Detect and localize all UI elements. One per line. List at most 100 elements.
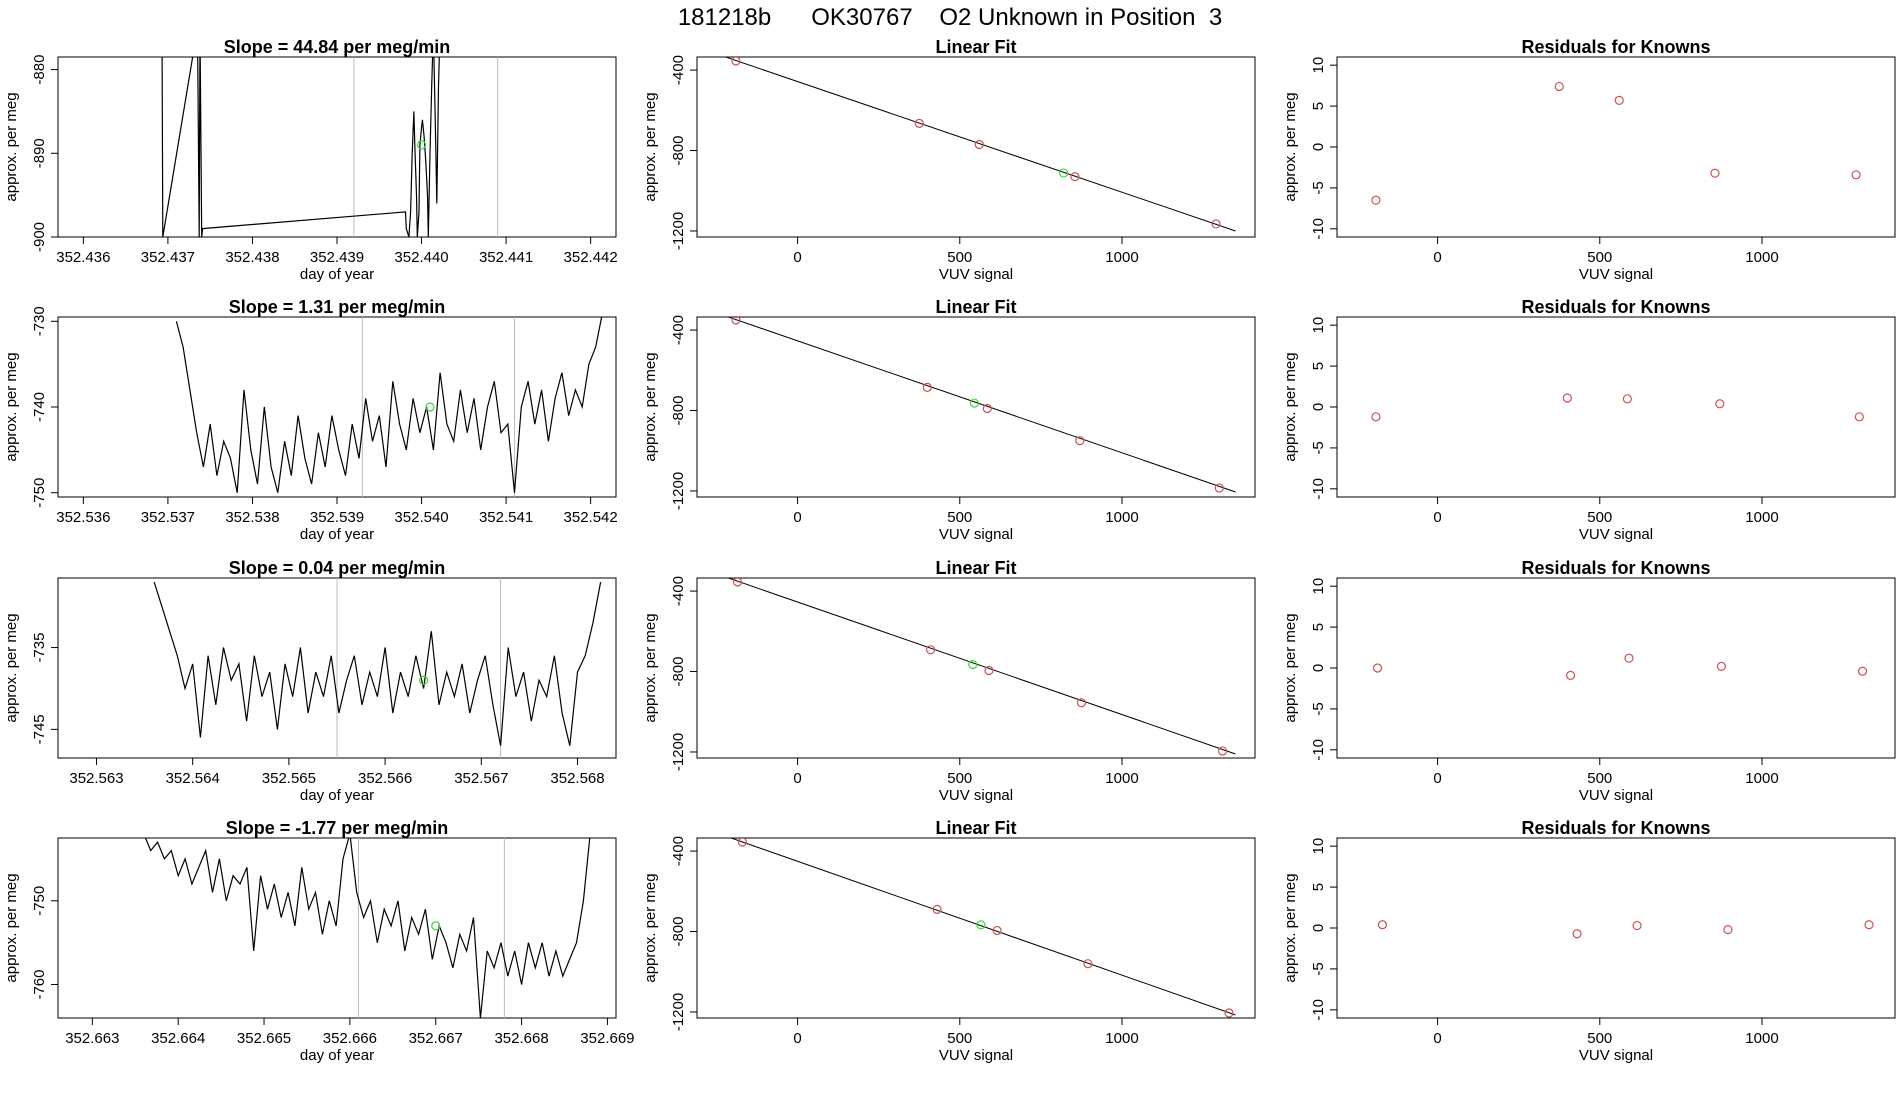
x-axis-label: VUV signal — [939, 526, 1013, 543]
y-tick-label: -890 — [31, 138, 48, 168]
y-tick-label: -800 — [670, 657, 687, 687]
y-axis-label: approx. per meg — [642, 352, 659, 461]
x-tick-label: 0 — [1433, 1030, 1441, 1047]
x-axis-label: VUV signal — [939, 1047, 1013, 1064]
known-point — [731, 57, 741, 66]
known-point — [1211, 219, 1221, 229]
plot-area — [175, 317, 603, 497]
plot-frame — [1336, 837, 1896, 1019]
x-tick-label: 1000 — [1745, 249, 1778, 266]
unknown-point — [969, 398, 979, 408]
y-tick-label: -5 — [1310, 441, 1327, 454]
fit-line — [726, 578, 1236, 755]
known-point — [982, 403, 992, 414]
known-point — [1710, 168, 1720, 178]
x-tick-label: 1000 — [1745, 509, 1778, 526]
y-tick-label: 10 — [1310, 57, 1327, 74]
y-tick-label: -800 — [670, 917, 687, 947]
unknown-point — [416, 140, 427, 150]
y-tick-label: 0 — [1310, 403, 1327, 411]
known-point — [1214, 483, 1224, 493]
known-point — [1554, 81, 1564, 92]
y-axis-label: approx. per meg — [642, 92, 659, 201]
y-tick-label: -400 — [670, 576, 687, 606]
plot-frame — [696, 837, 1256, 1019]
x-tick-label: 500 — [947, 249, 972, 266]
x-tick-label: 500 — [1587, 1030, 1612, 1047]
y-tick-label: -760 — [31, 969, 48, 999]
known-point — [1857, 666, 1868, 676]
page-title: 181218b OK30767 O2 Unknown in Position 3 — [677, 4, 1223, 31]
x-tick-label: 352.667 — [409, 1030, 463, 1047]
x-axis-label: VUV signal — [1579, 787, 1653, 804]
plot-area — [726, 317, 1236, 493]
x-tick-label: 352.563 — [69, 770, 123, 787]
y-tick-label: 0 — [1310, 143, 1327, 151]
known-point — [1217, 746, 1228, 756]
y-tick-label: -1200 — [670, 993, 687, 1031]
chart-title: Residuals for Knowns — [1521, 297, 1710, 317]
known-point — [1083, 959, 1093, 969]
x-tick-label: 0 — [1433, 770, 1441, 787]
x-tick-label: 1000 — [1105, 249, 1138, 266]
x-tick-label: 352.663 — [65, 1030, 119, 1047]
y-tick-label: -5 — [1310, 702, 1327, 715]
x-axis-label: VUV signal — [1579, 526, 1653, 543]
y-tick-label: 0 — [1310, 664, 1327, 672]
known-point — [932, 904, 942, 914]
unknown-point — [1058, 168, 1069, 178]
chart-title: Linear Fit — [935, 558, 1016, 578]
plot-frame — [1336, 56, 1896, 238]
y-tick-label: -735 — [31, 633, 48, 663]
x-tick-label: 352.536 — [56, 509, 110, 526]
plot-area — [726, 578, 1236, 756]
x-tick-label: 352.537 — [141, 509, 195, 526]
y-tick-label: 0 — [1310, 924, 1327, 932]
y-tick-label: -10 — [1310, 218, 1327, 240]
x-axis-label: VUV signal — [939, 787, 1013, 804]
known-point — [1851, 170, 1861, 180]
unknown-point — [968, 659, 978, 670]
chart-title: Linear Fit — [935, 297, 1016, 317]
plot-frame — [57, 56, 617, 238]
x-tick-label: 352.567 — [454, 770, 508, 787]
y-tick-label: -745 — [31, 714, 48, 744]
y-tick-label: -800 — [670, 136, 687, 166]
chart-title: Slope = 1.31 per meg/min — [229, 297, 446, 317]
x-tick-label: 352.568 — [550, 770, 604, 787]
y-tick-label: -400 — [670, 55, 687, 85]
unknown-point — [425, 402, 435, 412]
y-tick-label: 5 — [1310, 623, 1327, 631]
y-axis-label: approx. per meg — [642, 873, 659, 982]
y-tick-label: -5 — [1310, 181, 1327, 194]
chart-title: Slope = -1.77 per meg/min — [226, 818, 449, 838]
y-axis-label: approx. per meg — [3, 352, 20, 461]
y-tick-label: -10 — [1310, 739, 1327, 761]
y-axis-label: approx. per meg — [642, 613, 659, 722]
x-axis-label: day of year — [300, 526, 374, 543]
y-tick-label: -1200 — [670, 733, 687, 771]
plot-area — [1371, 81, 1861, 205]
known-point — [1562, 393, 1572, 403]
known-point — [974, 139, 984, 150]
x-tick-label: 0 — [793, 509, 801, 526]
y-tick-label: 10 — [1310, 578, 1327, 595]
x-tick-label: 352.565 — [262, 770, 316, 787]
y-tick-label: -10 — [1310, 999, 1327, 1021]
y-axis-label: approx. per meg — [3, 873, 20, 982]
known-point — [1372, 663, 1383, 673]
plot-area — [1377, 920, 1874, 939]
known-point — [1572, 929, 1582, 939]
y-tick-label: -400 — [670, 836, 687, 866]
y-axis-label: approx. per meg — [3, 613, 20, 722]
y-tick-label: -750 — [31, 886, 48, 916]
plot-area — [153, 578, 602, 758]
chart-title: Slope = 0.04 per meg/min — [229, 558, 446, 578]
known-point — [1864, 920, 1874, 930]
x-tick-label: 1000 — [1105, 509, 1138, 526]
y-tick-label: -730 — [31, 306, 48, 336]
unknown-point — [431, 921, 441, 931]
x-tick-label: 352.538 — [225, 509, 279, 526]
y-tick-label: -800 — [670, 396, 687, 426]
